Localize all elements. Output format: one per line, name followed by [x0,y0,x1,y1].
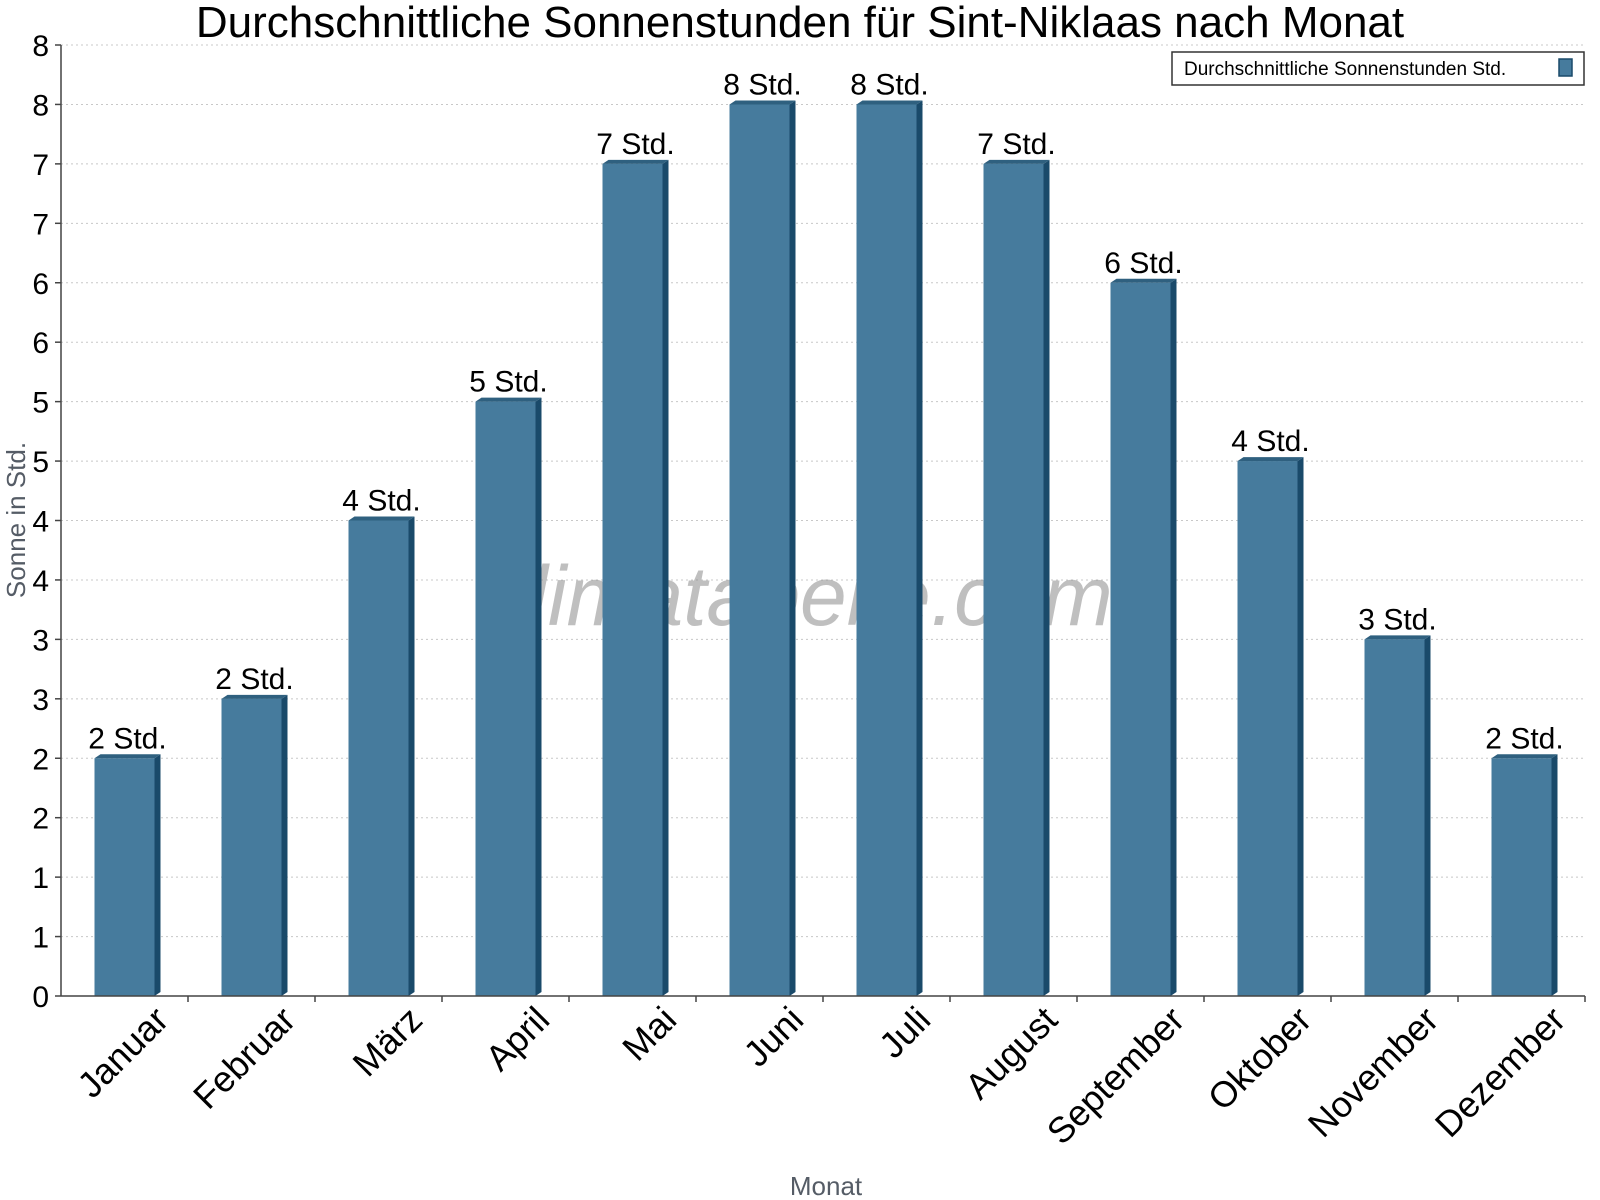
legend-swatch [1558,58,1573,77]
bar [729,100,796,996]
data-label: 2 Std. [1485,722,1563,755]
x-tick-label: Juni [735,999,811,1075]
x-tick-label: November [1300,999,1446,1145]
data-label: 6 Std. [1104,247,1182,280]
bars [94,100,1558,996]
y-tick-label: 1 [32,922,49,955]
x-tick-label: September [1039,999,1193,1153]
x-tick-label: Juli [871,999,938,1066]
data-label: 8 Std. [850,68,928,101]
legend: Durchschnittliche Sonnenstunden Std. [1171,51,1585,86]
gridlines [61,44,1585,938]
x-tick-label: Oktober [1200,999,1320,1119]
y-tick-label: 1 [32,862,49,895]
y-axis-ticks: 0 1 1 2 2 3 3 4 4 5 5 6 6 7 7 8 8 [32,30,61,1014]
y-tick-label: 5 [32,387,49,420]
y-tick-label: 6 [32,327,49,360]
legend-box [1171,51,1585,86]
y-tick-label: 7 [32,149,49,182]
y-tick-label: 0 [32,981,49,1014]
x-tick-label: Februar [185,999,303,1117]
y-tick-label: 3 [32,624,49,657]
bar [1364,635,1431,996]
x-tick-label: März [345,999,431,1085]
x-tick-label: April [477,999,557,1079]
y-tick-label: 8 [32,89,49,122]
y-tick-label: 5 [32,446,49,479]
bar [1491,754,1558,996]
y-axis-title: Sonne in Std. [1,442,31,598]
bar [602,159,669,996]
data-label: 4 Std. [1231,425,1309,458]
y-tick-label: 6 [32,268,49,301]
x-axis-ticks: Januar Februar März April Mai Juni Juli AugustS… [69,996,1586,1153]
y-tick-label: 4 [32,506,49,539]
chart-title: Durchschnittliche Sonnenstunden für Sint… [195,0,1405,47]
data-label: 4 Std. [342,485,420,518]
bar [1237,457,1304,996]
data-label: 5 Std. [469,366,547,399]
data-label: 7 Std. [596,128,674,161]
x-tick-label: Dezember [1427,999,1573,1145]
bar [475,397,542,996]
x-axis-title: Monat [790,1171,863,1200]
bar [1110,278,1177,996]
bar [983,159,1050,996]
y-tick-label: 2 [32,803,49,836]
data-label: 3 Std. [1358,603,1436,636]
x-tick-label: Mai [614,999,684,1069]
x-tick-label: Januar [69,999,176,1106]
y-tick-label: 4 [32,565,49,598]
data-label: 7 Std. [977,128,1055,161]
bar [348,516,415,996]
y-tick-label: 2 [32,743,49,776]
y-tick-label: 7 [32,208,49,241]
bar [856,100,923,996]
data-label: 2 Std. [215,663,293,696]
bar [221,694,288,996]
y-tick-label: 3 [32,684,49,717]
bar [94,754,161,996]
legend-label: Durchschnittliche Sonnenstunden Std. [1184,59,1506,80]
y-tick-label: 8 [32,30,49,63]
data-label: 8 Std. [723,68,801,101]
data-labels: 2 Std. 2 Std. 4 Std. 5 Std. 7 Std. 8 Std. 8 St… [88,68,1563,755]
data-label: 2 Std. [88,722,166,755]
x-tick-label: August [957,999,1065,1107]
